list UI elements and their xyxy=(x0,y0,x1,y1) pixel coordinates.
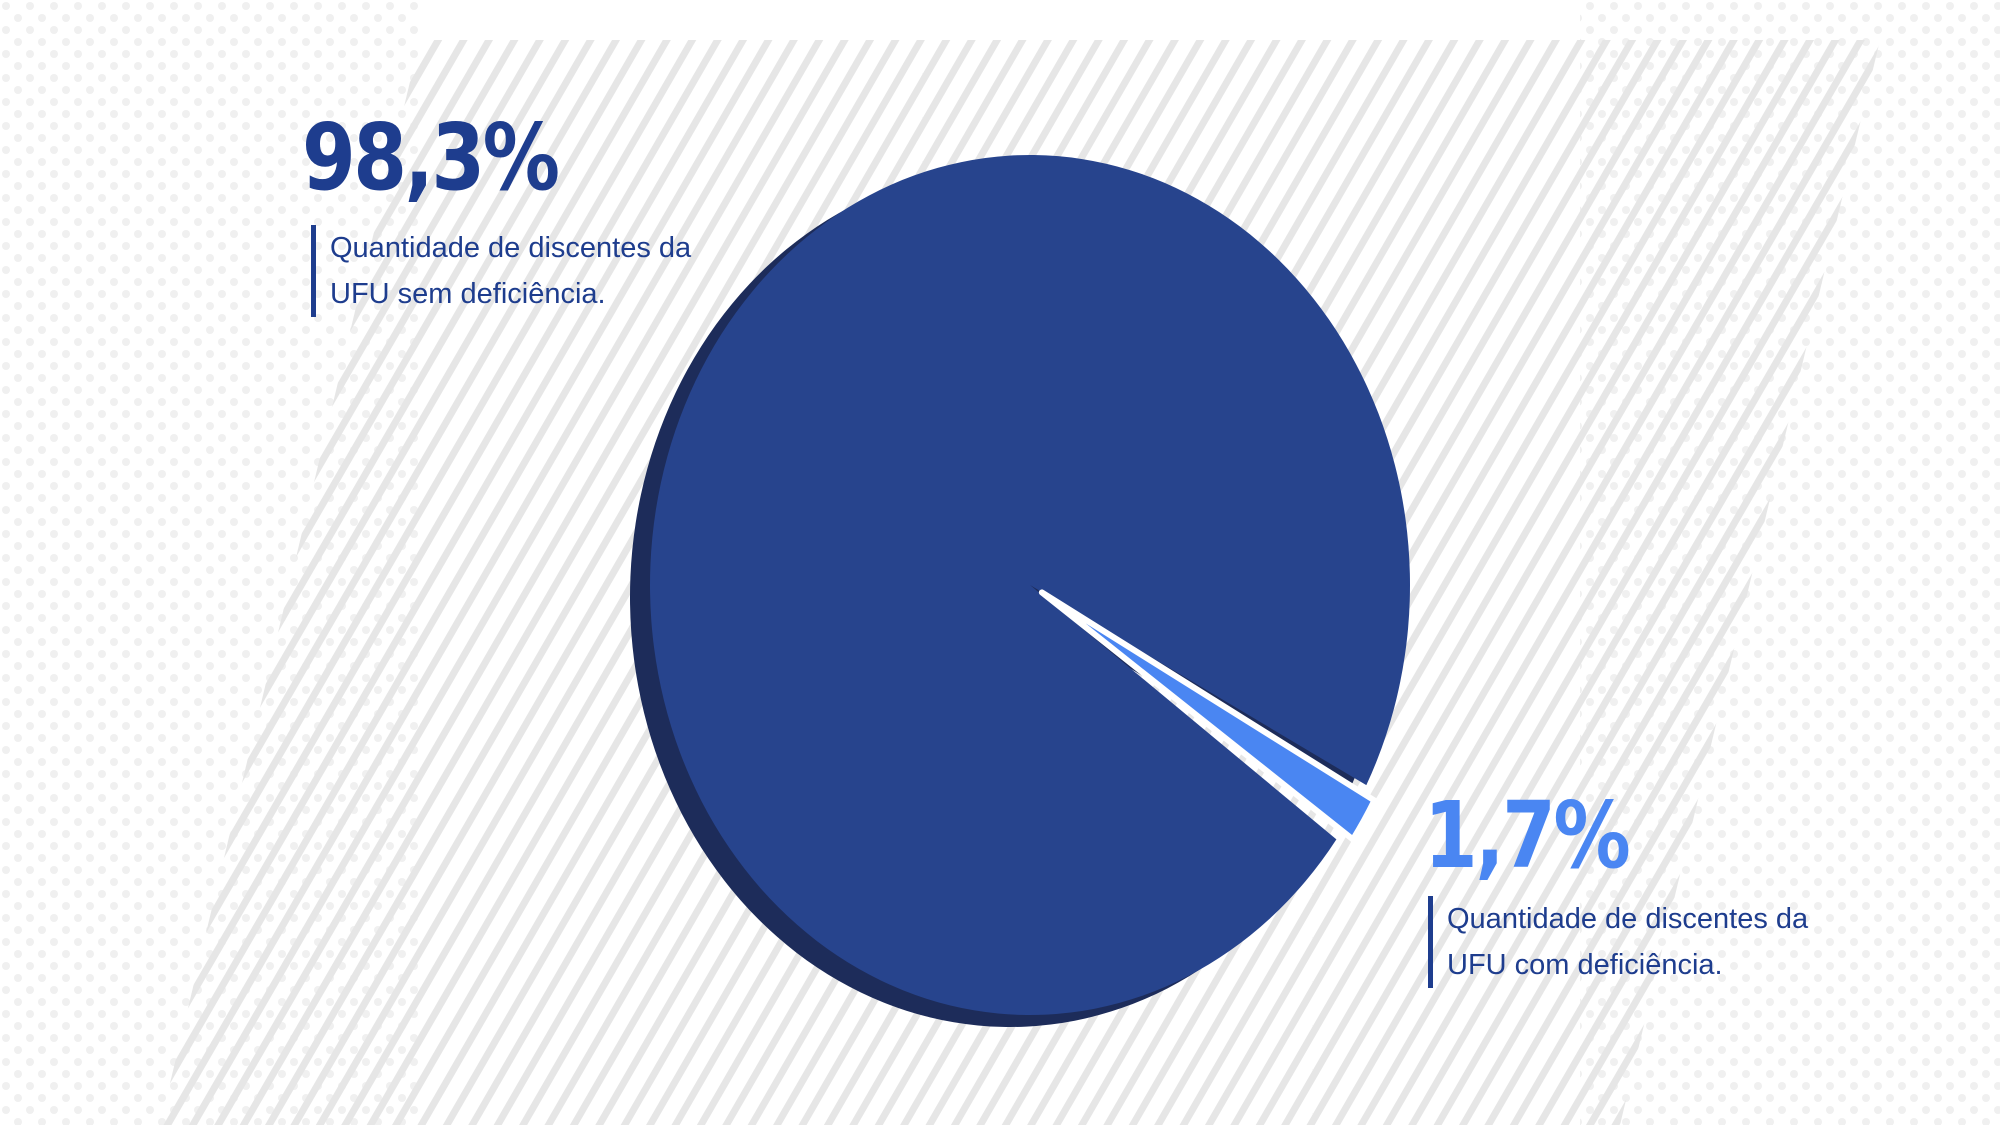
major-description: Quantidade de discentes da UFU sem defic… xyxy=(330,232,692,310)
minor-callout: Quantidade de discentes da UFU com defic… xyxy=(1428,896,1827,988)
major-callout: Quantidade de discentes da UFU sem defic… xyxy=(311,225,710,317)
pie-slice-com-deficiencia xyxy=(1038,589,1378,843)
minor-description: Quantidade de discentes da UFU com defic… xyxy=(1447,903,1809,981)
minor-percent-label: 1,7% xyxy=(1424,782,1631,889)
pie-slice-sem-deficiencia xyxy=(650,154,1411,1015)
major-percent-label: 98,3% xyxy=(302,104,560,211)
pie-layer xyxy=(630,154,1411,1027)
